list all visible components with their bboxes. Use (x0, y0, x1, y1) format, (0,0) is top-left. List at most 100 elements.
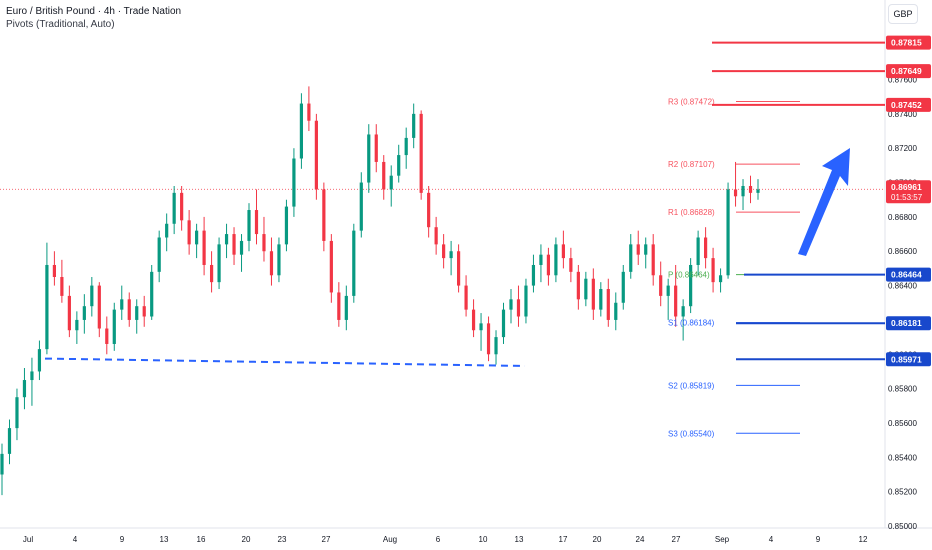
candle-body (0, 453, 4, 475)
price-level-label: 0.87649 (891, 66, 922, 76)
candle-body (539, 254, 543, 265)
candle-body (224, 234, 229, 245)
candle-body (479, 323, 483, 331)
pivot-label-r3: R3 (0.87472) (668, 97, 715, 106)
x-tick-label: 4 (769, 535, 774, 544)
candle-body (741, 185, 745, 197)
candle-body (284, 206, 289, 245)
price-level-tag (886, 97, 931, 112)
candle-body (486, 323, 491, 355)
x-tick-label: Aug (383, 535, 397, 544)
candle-body (322, 189, 326, 241)
bullish-arrow (798, 148, 850, 256)
x-tick-label: 20 (242, 535, 251, 544)
candle-body (666, 285, 670, 296)
x-tick-label: 17 (559, 535, 568, 544)
candle-body (434, 227, 438, 245)
candle-body (569, 258, 573, 272)
x-tick-label: 20 (593, 535, 602, 544)
candle-body (471, 309, 476, 331)
candle-body (307, 103, 311, 121)
pivot-label-r2: R2 (0.87107) (668, 160, 715, 169)
candle-body (165, 223, 169, 238)
candle-body (239, 240, 244, 255)
candle-body (726, 189, 730, 276)
candle-body (150, 271, 154, 317)
candle-body (531, 264, 536, 286)
candle-body (172, 192, 176, 224)
x-tick-label: Jul (23, 535, 33, 544)
pivot-label-r1: R1 (0.86828) (668, 208, 715, 217)
candle-body (546, 254, 551, 276)
candle-body (217, 244, 221, 283)
x-tick-label: 13 (160, 535, 169, 544)
candle-body (374, 134, 378, 162)
candle-body (299, 103, 304, 159)
candle-body (157, 237, 161, 272)
current-price-tag (886, 180, 931, 204)
candle-body (352, 230, 356, 296)
y-tick-label: 0.87600 (888, 76, 917, 85)
price-level-label: 0.86464 (891, 270, 922, 280)
candle-body (524, 285, 528, 317)
candle-body (733, 189, 738, 197)
candle-body (112, 309, 116, 344)
price-level-tag (886, 316, 931, 331)
current-price-label: 0.86961 (891, 182, 922, 192)
candle-body (67, 295, 71, 331)
currency-button[interactable]: GBP (888, 4, 918, 24)
candle-body (97, 285, 101, 329)
candle-body (591, 278, 595, 310)
price-level-tag (886, 352, 931, 367)
y-tick-label: 0.85400 (888, 453, 917, 462)
candle-body (576, 271, 580, 300)
candle-body (75, 319, 79, 331)
candle-body (30, 371, 34, 381)
pivot-label-p: P (0.86464) (668, 271, 710, 280)
candle-body (748, 185, 753, 193)
y-tick-label: 0.85200 (888, 488, 917, 497)
price-level-tag (886, 64, 931, 79)
candle-body (501, 309, 506, 338)
candle-body (494, 337, 498, 355)
candle-body (45, 264, 49, 350)
candle-body (337, 292, 341, 320)
candle-body (704, 237, 708, 259)
candle-body (7, 428, 12, 454)
candle-body (262, 234, 266, 252)
candle-body (614, 302, 618, 320)
candle-body (37, 349, 42, 372)
candle-body (696, 237, 700, 265)
x-tick-label: 27 (322, 535, 331, 544)
x-tick-label: 9 (816, 535, 821, 544)
y-tick-label: 0.86400 (888, 282, 917, 291)
candle-body (389, 175, 393, 190)
candle-body (442, 244, 446, 259)
candle-body (756, 189, 760, 193)
candle-body (404, 137, 408, 156)
candle-body (644, 244, 648, 255)
y-tick-label: 0.86600 (888, 247, 917, 256)
candle-body (674, 285, 678, 317)
candle-body (449, 251, 453, 259)
pivot-label-s2: S2 (0.85819) (668, 381, 715, 390)
pivot-label-s1: S1 (0.86184) (668, 319, 715, 328)
candle-body (621, 271, 625, 303)
y-tick-label: 0.87200 (888, 144, 917, 153)
candle-body (15, 397, 19, 429)
x-tick-label: 4 (73, 535, 78, 544)
candle-body (60, 277, 64, 296)
x-tick-label: 10 (479, 535, 488, 544)
candle-body (659, 275, 663, 296)
candle-body (269, 251, 274, 276)
candle-body (599, 289, 603, 310)
x-tick-label: 6 (436, 535, 441, 544)
y-tick-label: 0.86800 (888, 213, 917, 222)
price-level-tag (886, 267, 931, 282)
candle-body (456, 251, 461, 286)
price-level-label: 0.87815 (891, 38, 922, 48)
candle-body (681, 306, 685, 317)
support-trendline[interactable] (44, 357, 526, 367)
candle-body (554, 244, 558, 276)
